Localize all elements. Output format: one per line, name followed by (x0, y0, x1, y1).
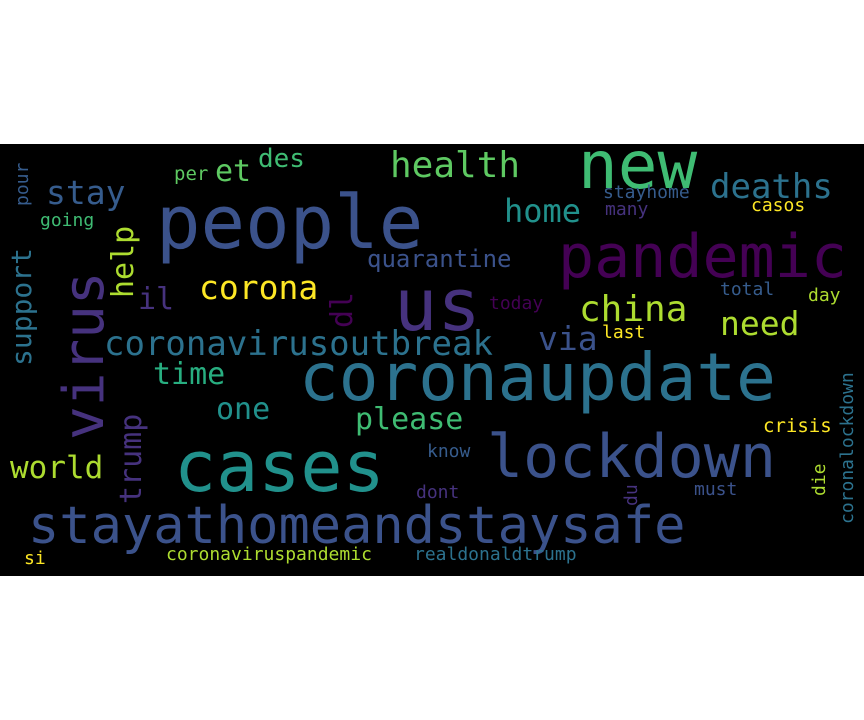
word-us: us (394, 263, 481, 347)
word-corona: corona (199, 268, 319, 307)
word-die: die (809, 463, 830, 496)
word-et: et (215, 154, 252, 189)
word-coronalockdown: coronalockdown (837, 372, 858, 524)
word-day: day (808, 285, 841, 306)
word-lockdown: lockdown (487, 422, 776, 492)
word-stay: stay (46, 173, 126, 212)
word-stayhome: stayhome (603, 182, 690, 203)
word-des: des (258, 144, 305, 174)
word-one: one (216, 392, 271, 427)
word-dl: dl (325, 291, 360, 328)
word-quarantine: quarantine (367, 245, 512, 273)
word-deaths: deaths (710, 167, 833, 207)
word-trump: trump (114, 413, 149, 504)
word-must: must (694, 479, 738, 500)
word-casos: casos (751, 195, 806, 216)
word-today: today (489, 293, 544, 314)
word-via: via (538, 319, 598, 358)
word-many: many (605, 199, 649, 220)
word-per: per (174, 163, 209, 185)
word-pour: pour (12, 162, 33, 206)
word-total: total (720, 279, 775, 300)
word-going: going (40, 210, 95, 231)
word-pandemic: pandemic (558, 222, 847, 292)
word-du: du (621, 484, 642, 506)
word-stayathomeandstaysafe: stayathomeandstaysafe (28, 496, 686, 556)
word-world: world (10, 450, 104, 486)
word-coronaviruspandemic: coronaviruspandemic (166, 544, 372, 565)
word-il: il (138, 282, 175, 317)
word-coronavirusoutbreak: coronavirusoutbreak (104, 324, 493, 364)
word-si: si (24, 548, 46, 569)
word-coronaupdate: coronaupdate (299, 339, 776, 416)
word-crisis: crisis (763, 415, 832, 437)
word-home: home (504, 192, 582, 230)
word-realdonaldtrump: realdonaldtrump (414, 544, 577, 565)
word-support: support (5, 247, 38, 366)
word-last: last (602, 322, 646, 343)
word-help: help (106, 225, 141, 298)
word-dont: dont (416, 482, 460, 503)
word-cases: cases (174, 426, 385, 508)
word-please: please (355, 402, 464, 437)
word-time: time (153, 357, 226, 392)
word-need: need (720, 304, 800, 343)
word-health: health (390, 145, 521, 186)
word-cloud: people new pandemic us coronaupdate case… (0, 144, 864, 576)
word-new: new (578, 144, 698, 204)
word-know: know (427, 441, 471, 462)
word-people: people (156, 180, 424, 266)
word-china: china (579, 289, 688, 330)
